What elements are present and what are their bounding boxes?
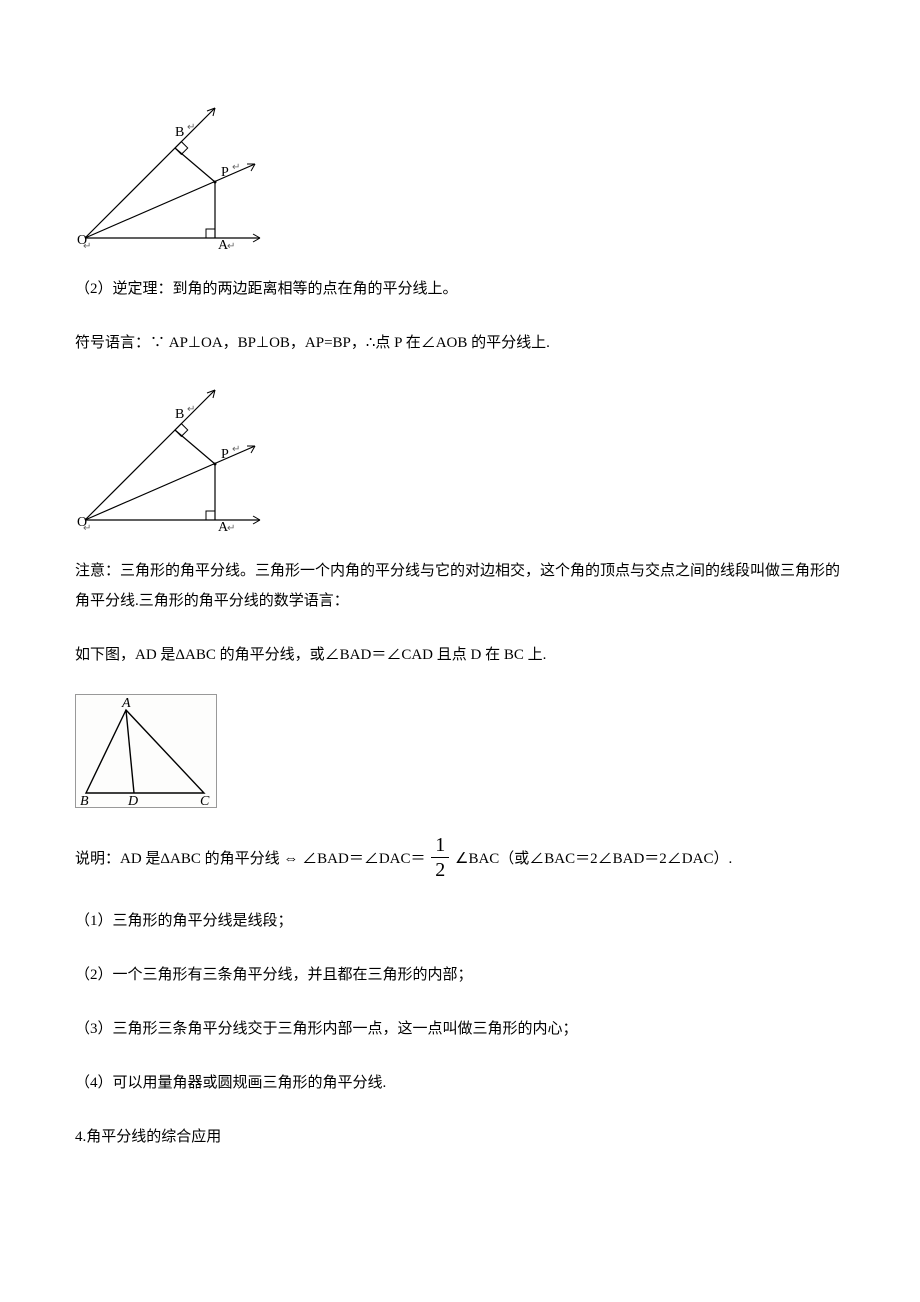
- note-text-1: 注意：三角形的角平分线。三角形一个内角的平分线与它的对边相交，这个角的顶点与交点…: [75, 556, 845, 616]
- fig1-label-P: P: [221, 165, 229, 180]
- fraction-half: 1 2: [431, 835, 449, 880]
- svg-text:↵: ↵: [232, 444, 240, 455]
- frac-den: 2: [431, 858, 449, 880]
- angle-bisector-figure-1: O A B P ↵ ↵ ↵ ↵: [75, 100, 845, 250]
- svg-text:↵: ↵: [232, 162, 240, 173]
- svg-text:↵: ↵: [227, 523, 235, 532]
- fig1-label-B: B: [175, 125, 184, 140]
- point-4: （4）可以用量角器或圆规画三角形的角平分线.: [75, 1068, 845, 1098]
- triangle-figure: A B C D: [75, 694, 845, 813]
- fig3-label-A: A: [121, 696, 131, 711]
- svg-text:↵: ↵: [187, 404, 195, 415]
- svg-text:↵: ↵: [187, 122, 195, 133]
- frac-num: 1: [431, 835, 449, 858]
- fig3-label-B: B: [80, 794, 89, 807]
- iff-symbol: ⇔: [283, 851, 298, 867]
- symbol-language-2: 符号语言：∵ AP⊥OA，BP⊥OB，AP=BP，∴点 P 在∠AOB 的平分线…: [75, 328, 845, 358]
- figure3-svg: A B C D: [76, 695, 216, 807]
- figure1-svg: O A B P ↵ ↵ ↵ ↵: [75, 100, 265, 250]
- explain-mid1: ∠BAD＝∠DAC＝: [302, 851, 425, 867]
- fig3-label-D: D: [127, 794, 138, 807]
- section-4-title: 4.角平分线的综合应用: [75, 1122, 845, 1152]
- figure2-svg: O A B P ↵ ↵ ↵ ↵: [75, 382, 265, 532]
- point-2: （2）一个三角形有三条角平分线，并且都在三角形的内部；: [75, 960, 845, 990]
- fig3-label-C: C: [200, 794, 210, 807]
- svg-text:↵: ↵: [83, 241, 91, 250]
- svg-text:↵: ↵: [227, 241, 235, 250]
- point-3: （3）三角形三条角平分线交于三角形内部一点，这一点叫做三角形的内心；: [75, 1014, 845, 1044]
- svg-text:↵: ↵: [83, 523, 91, 532]
- inverse-theorem: （2）逆定理：到角的两边距离相等的点在角的平分线上。: [75, 274, 845, 304]
- explain-prefix: 说明：AD 是ΔABC 的角平分线: [75, 851, 280, 867]
- point-1: （1）三角形的角平分线是线段；: [75, 906, 845, 936]
- explain-mid2: ∠BAC（或∠BAC＝2∠BAD＝2∠DAC）.: [455, 851, 732, 867]
- note-text-2: 如下图，AD 是ΔABC 的角平分线，或∠BAD＝∠CAD 且点 D 在 BC …: [75, 640, 845, 670]
- explain-line: 说明：AD 是ΔABC 的角平分线 ⇔ ∠BAD＝∠DAC＝ 1 2 ∠BAC（…: [75, 837, 845, 882]
- fig2-label-B: B: [175, 407, 184, 422]
- fig2-label-P: P: [221, 447, 229, 462]
- angle-bisector-figure-2: O A B P ↵ ↵ ↵ ↵: [75, 382, 845, 532]
